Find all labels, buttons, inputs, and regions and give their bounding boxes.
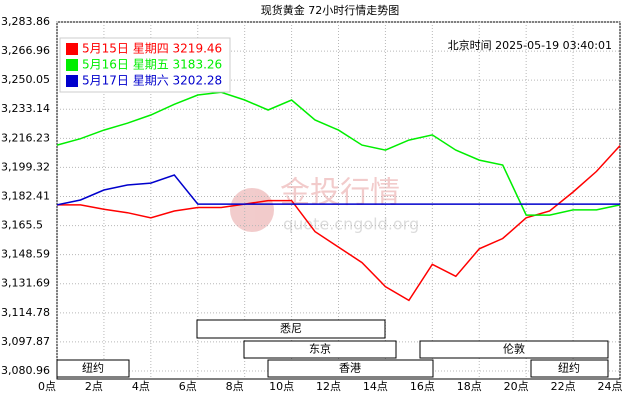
price-line <box>57 145 621 302</box>
legend-swatch <box>66 43 78 55</box>
session-box <box>196 319 386 339</box>
timestamp: 北京时间 2025-05-19 03:40:01 <box>448 38 612 52</box>
x-tick-label: 22点 <box>551 380 576 393</box>
watermark-logo <box>230 188 274 232</box>
x-tick-label: 16点 <box>410 380 435 393</box>
legend-box <box>59 37 231 93</box>
y-tick-label: 3,097.87 <box>1 335 50 348</box>
x-tick-label: 2点 <box>85 380 103 393</box>
x-tick-label: 14点 <box>363 380 388 393</box>
y-tick-label: 3,283.86 <box>1 15 50 28</box>
session-label: 伦敦 <box>503 342 525 356</box>
legend-label: 5月16日 星期五 3183.26 <box>82 58 222 72</box>
session-box <box>56 359 130 378</box>
y-tick-label: 3,199.32 <box>1 160 50 173</box>
price-line <box>56 174 620 206</box>
x-tick-label: 18点 <box>457 380 482 393</box>
watermark: 金投行情 <box>280 176 400 211</box>
y-tick-label: 3,233.14 <box>1 102 50 115</box>
y-tick-label: 3,131.69 <box>1 277 50 290</box>
y-tick-label: 3,216.23 <box>1 131 50 144</box>
legend-swatch <box>66 75 78 87</box>
y-tick-label: 3,250.05 <box>1 73 50 86</box>
session-box <box>530 359 609 378</box>
legend-label: 5月15日 星期四 3219.46 <box>82 42 222 56</box>
session-box <box>419 340 609 359</box>
x-tick-label: 6点 <box>179 380 197 393</box>
session-label: 东京 <box>309 342 331 356</box>
session-label: 香港 <box>339 362 361 375</box>
y-tick-label: 3,148.59 <box>1 248 50 261</box>
y-tick-label: 3,114.78 <box>1 306 50 319</box>
watermark-url: quote.cngold.org <box>283 215 419 234</box>
x-tick-label: 20点 <box>504 380 529 393</box>
x-tick-label: 24点 <box>598 380 623 393</box>
x-tick-label: 4点 <box>132 380 150 393</box>
sessions: 悉尼 东京 伦敦 香港 纽约 纽约 <box>56 319 609 378</box>
legend-swatch <box>66 59 78 71</box>
legend: 5月15日 星期四 3219.46 5月16日 星期五 3183.26 5月17日 … <box>59 37 231 93</box>
x-tick-label: 12点 <box>316 380 341 393</box>
y-tick-label: 3,182.41 <box>1 190 50 203</box>
y-tick-label: 3,165.5 <box>1 219 43 232</box>
y-tick-label: 3,080.96 <box>1 364 50 377</box>
session-label: 悉尼 <box>280 322 302 335</box>
price-line <box>56 91 621 216</box>
x-tick-label: 0点 <box>38 380 56 393</box>
session-label: 纽约 <box>82 361 104 375</box>
x-tick-label: 8点 <box>226 380 244 393</box>
session-label: 纽约 <box>558 361 580 375</box>
legend-label: 5月17日 星期六 3202.28 <box>82 74 222 88</box>
session-box <box>243 340 397 359</box>
x-tick-label: 10点 <box>269 380 294 393</box>
chart-title: 现货黄金 72小时行情走势图 <box>261 3 400 17</box>
session-box <box>267 359 434 378</box>
y-tick-label: 3,266.96 <box>1 44 50 57</box>
